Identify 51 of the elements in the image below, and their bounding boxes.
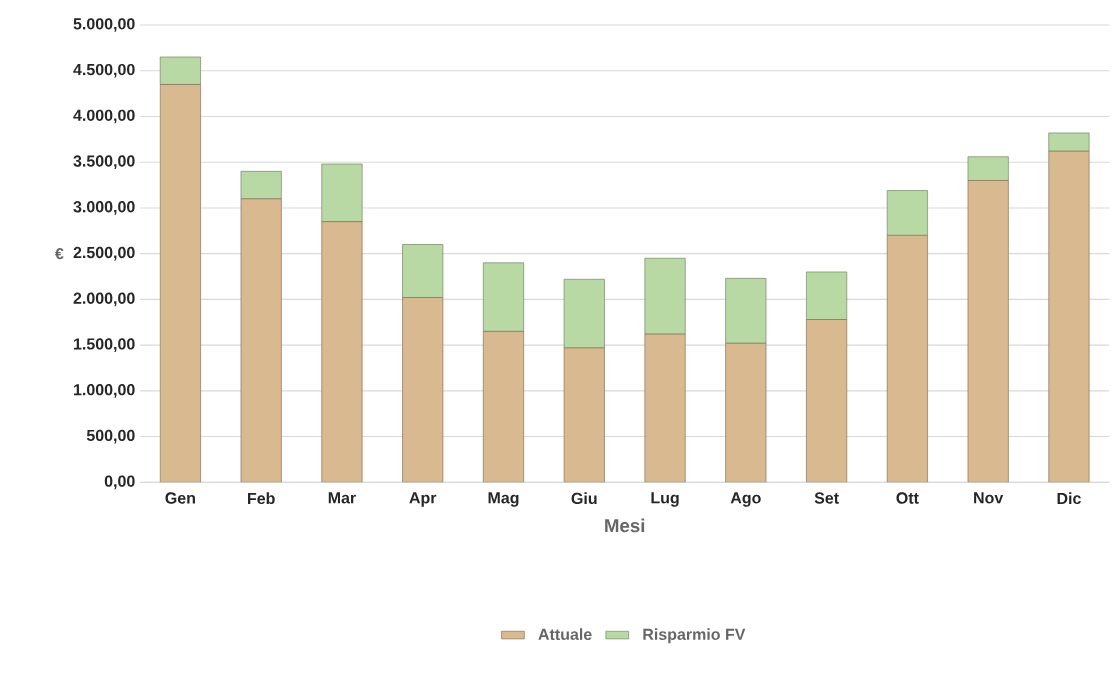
bar — [482, 331, 525, 483]
y-axis-title: € — [55, 248, 64, 260]
legend-label: Risparmio FV — [643, 628, 746, 644]
x-tick-label: Feb — [248, 492, 275, 505]
x-tick-label: Apr — [409, 492, 437, 507]
bar — [321, 221, 363, 483]
bar — [725, 278, 767, 344]
bar — [563, 347, 605, 483]
bar — [159, 84, 201, 483]
x-tick-label: Giu — [571, 492, 597, 505]
y-tick-label: 3.500,00 — [73, 155, 135, 170]
y-tick-label: 2.500,00 — [73, 246, 135, 261]
bar — [321, 163, 363, 222]
bar — [644, 257, 686, 335]
y-tick-label: 1.000,00 — [74, 384, 135, 398]
x-tick-label: Ago — [730, 492, 761, 507]
x-tick-label: Gen — [165, 492, 195, 504]
y-tick-label: 5.000,00 — [73, 18, 135, 32]
bar — [967, 156, 1009, 181]
x-tick-label: Mag — [488, 492, 519, 507]
bar — [967, 180, 1009, 483]
legend-label: Attuale — [538, 628, 592, 641]
y-tick-label: 4.500,00 — [73, 63, 135, 78]
bar — [886, 190, 928, 236]
bar — [482, 262, 525, 332]
y-tick-label: 0,00 — [104, 475, 135, 490]
bar — [1048, 132, 1090, 152]
bar — [644, 333, 686, 483]
x-tick-label: Ott — [896, 492, 919, 504]
bar — [240, 198, 282, 483]
bar — [886, 235, 928, 483]
x-tick-label: Mar — [328, 492, 356, 504]
y-tick-label: 2.000,00 — [73, 292, 135, 307]
bar — [725, 342, 767, 483]
x-tick-label: Dic — [1057, 492, 1081, 505]
y-tick-label: 1.500,00 — [74, 338, 135, 352]
bar — [806, 271, 848, 320]
bar — [159, 56, 201, 85]
bar — [402, 244, 444, 298]
x-tick-label: Set — [814, 492, 839, 504]
bar — [806, 319, 848, 483]
y-tick-label: 4.000,00 — [73, 109, 135, 124]
x-tick-label: Nov — [974, 492, 1004, 504]
bar — [240, 171, 282, 200]
bar — [402, 297, 444, 483]
y-tick-label: 3.000,00 — [73, 201, 135, 215]
bar — [1048, 150, 1090, 483]
x-axis-title: Mesi — [605, 518, 645, 533]
bar — [563, 278, 605, 349]
y-tick-label: 500,00 — [86, 429, 135, 444]
x-tick-label: Lug — [651, 492, 679, 507]
